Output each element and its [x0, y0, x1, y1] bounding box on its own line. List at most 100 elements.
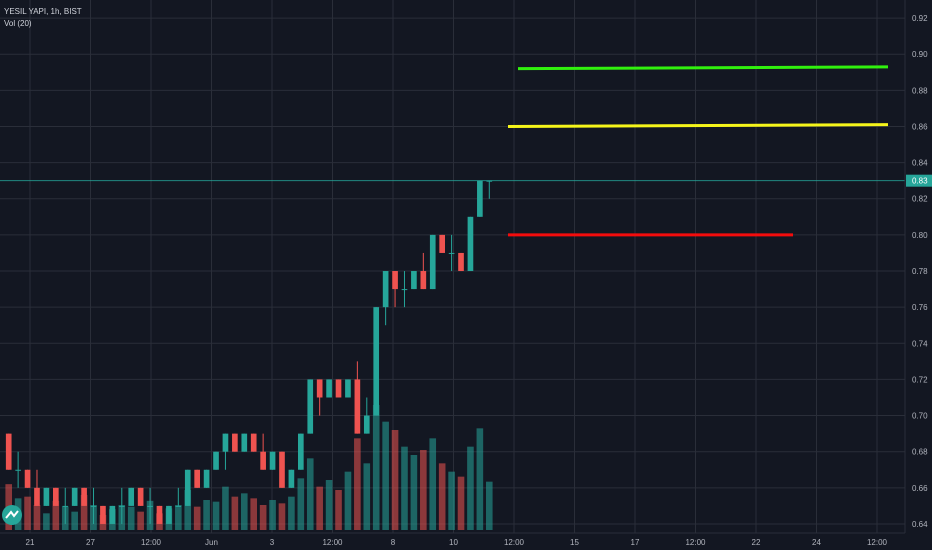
price-tick-label: 0.72	[912, 375, 928, 384]
price-tick-label: 0.86	[912, 122, 928, 131]
time-tick-label: 15	[570, 538, 579, 547]
volume-bar	[325, 480, 333, 530]
candle-body	[363, 415, 370, 434]
green-level-line[interactable]	[517, 65, 889, 71]
time-tick-label: 12:00	[867, 538, 888, 547]
volume-bar	[485, 481, 493, 530]
candle-body	[458, 252, 464, 272]
time-tick-label: 21	[26, 538, 35, 547]
candle-body	[53, 487, 59, 506]
price-tick-label: 0.78	[912, 267, 928, 276]
price-tick-label: 0.74	[912, 339, 928, 348]
volume-bar	[43, 513, 50, 530]
time-tick-label: 12:00	[141, 538, 162, 547]
candle-body	[118, 505, 125, 507]
time-tick-label: 12:00	[504, 538, 525, 547]
time-axis[interactable]: 21 27 12:00 Jun 3 12:00 8 10 12:00 15 17 12:00 22 24 1…	[26, 538, 888, 547]
candle-body	[316, 379, 323, 398]
candle-body	[194, 469, 200, 488]
price-tick-label: 0.68	[912, 448, 928, 457]
volume-bar	[212, 501, 220, 530]
volume-bar	[382, 421, 389, 530]
volume-bar	[33, 505, 41, 530]
candle-body	[203, 469, 210, 488]
volume-bar	[288, 496, 295, 530]
candle-body	[279, 451, 285, 488]
price-tick-label: 0.92	[912, 14, 928, 23]
candle-body	[288, 469, 295, 488]
time-tick-label: 12:00	[685, 538, 706, 547]
time-tick-label: 24	[812, 538, 821, 547]
yellow-level-line[interactable]	[507, 123, 889, 128]
volume-bar	[401, 446, 408, 530]
volume-bar	[231, 496, 239, 530]
price-tick-label: 0.64	[912, 520, 928, 529]
price-tick-label: 0.80	[912, 231, 928, 240]
candle-body	[24, 469, 31, 488]
volume-bar	[203, 500, 210, 530]
indicator-label[interactable]: Vol (20)	[4, 19, 32, 28]
candle-body	[354, 379, 361, 434]
logo-mark	[5, 510, 19, 519]
candle-body	[269, 451, 276, 470]
candle-body	[382, 271, 389, 308]
candle-body	[34, 487, 40, 506]
candle-body	[175, 505, 182, 507]
candle-body	[411, 271, 417, 290]
volume-bar	[420, 450, 427, 530]
candle-body	[439, 234, 445, 253]
candle-body	[109, 505, 116, 524]
current-price-line: 0.83	[0, 174, 932, 187]
time-tick-label: 22	[752, 538, 761, 547]
symbol-title[interactable]: YESIL YAPI, 1h, BIST	[4, 7, 82, 16]
candle-body	[307, 379, 314, 434]
candle-body	[232, 433, 238, 452]
tradingview-logo[interactable]	[2, 505, 22, 525]
volume-bar	[363, 463, 371, 530]
time-tick-label: 10	[449, 538, 458, 547]
logo-circle	[2, 505, 22, 525]
volume-bar	[297, 478, 305, 530]
candle-body	[448, 252, 455, 254]
candle-body	[71, 487, 78, 506]
candle-body	[5, 433, 12, 470]
candle-body	[241, 433, 248, 452]
volume-bar	[429, 438, 437, 530]
volume-bar	[306, 458, 314, 530]
price-axis[interactable]: 0.92 0.90 0.88 0.86 0.84 0.82 0.80 0.78 0.76 0.74…	[912, 14, 928, 529]
volume-bar	[184, 490, 192, 530]
volume-bar	[372, 405, 380, 530]
candle-body	[213, 451, 219, 470]
price-tick-label: 0.66	[912, 484, 928, 493]
candle-body	[81, 487, 87, 506]
price-tick-label: 0.82	[912, 195, 928, 204]
price-tick-label: 0.84	[912, 159, 928, 168]
volume-bar	[438, 463, 446, 530]
volume-bar	[137, 511, 144, 530]
horizontal-lines[interactable]	[507, 65, 889, 237]
volume-bar	[193, 506, 201, 530]
time-tick-label: 3	[270, 538, 275, 547]
volume-bar	[71, 511, 78, 530]
candle-body	[420, 271, 427, 290]
volume-bar	[175, 505, 182, 530]
volume-bar	[52, 500, 60, 530]
volume-bar	[316, 486, 323, 530]
volume-bar	[278, 503, 286, 530]
time-tick-label: 17	[631, 538, 640, 547]
candle-body	[298, 433, 304, 470]
time-tick-label: 12:00	[322, 538, 343, 547]
candle-body	[62, 505, 69, 507]
candle-body	[345, 379, 351, 398]
volume-bar	[448, 471, 455, 530]
time-tick-label: 27	[86, 538, 95, 547]
volume-bar	[344, 471, 352, 530]
volume-bar	[24, 496, 31, 530]
price-tag	[906, 174, 932, 187]
price-tick-label: 0.76	[912, 303, 928, 312]
time-tick-label: 8	[391, 538, 396, 547]
volume-bar	[476, 428, 484, 530]
volume-bar	[127, 506, 135, 530]
